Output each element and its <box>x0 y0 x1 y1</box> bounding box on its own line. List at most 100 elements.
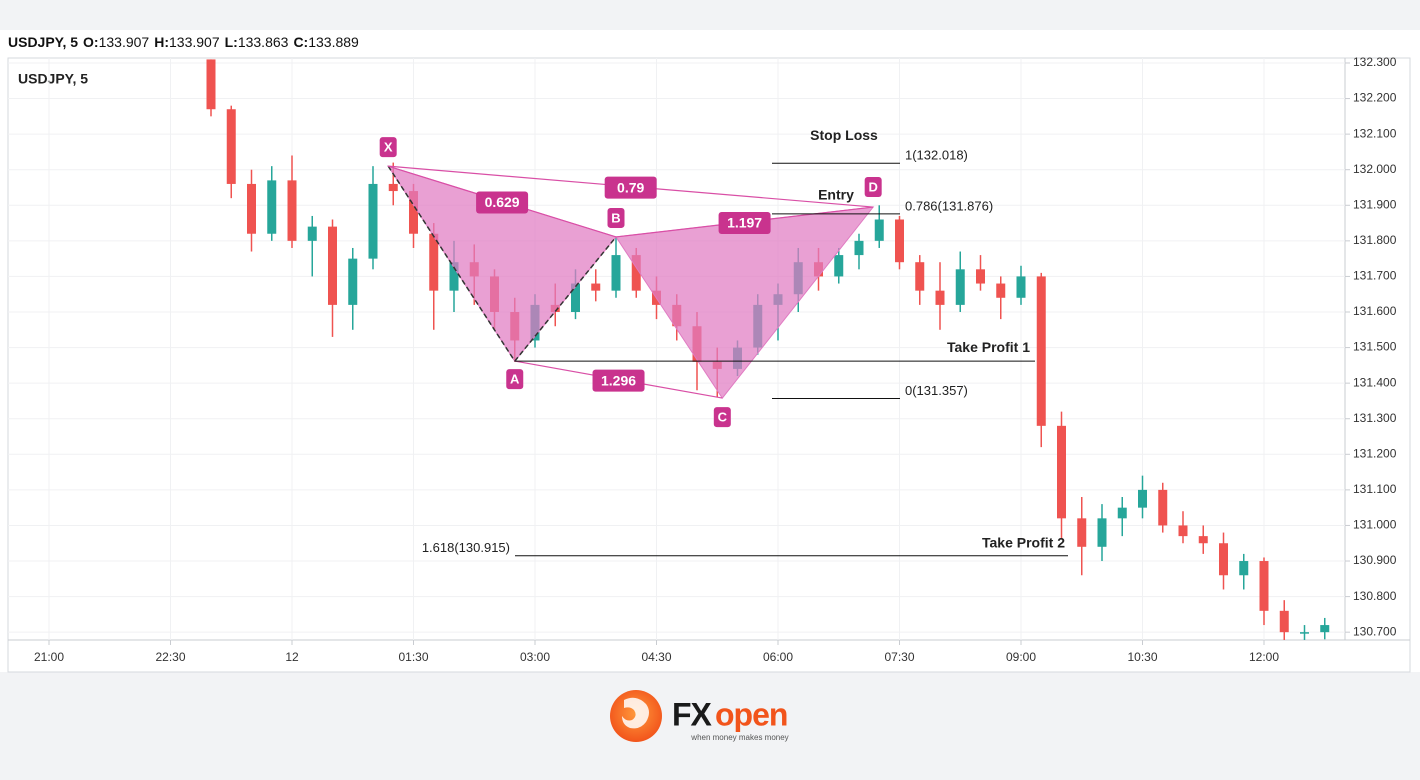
point-label: D <box>868 179 877 194</box>
y-tick-label: 131.000 <box>1353 518 1397 532</box>
ohlc-value: 133.889 <box>308 34 359 50</box>
y-tick-label: 131.700 <box>1353 269 1397 283</box>
chart-border <box>7 57 1411 673</box>
ohlc-label: C: <box>293 34 308 50</box>
y-tick-label: 131.500 <box>1353 340 1397 354</box>
ratio-label: 0.629 <box>485 194 520 210</box>
annotation: Take Profit 1 <box>947 339 1030 355</box>
fib-label: 1.618(130.915) <box>422 540 510 555</box>
y-tick-label: 132.100 <box>1353 126 1397 140</box>
y-tick-label: 130.900 <box>1353 553 1397 567</box>
candle-body <box>1219 543 1228 576</box>
point-label-box <box>379 137 397 158</box>
x-tick-label: 12:00 <box>1249 650 1279 664</box>
footer: FX open when money makes money <box>610 690 789 742</box>
ohlc-label: L: <box>225 34 238 50</box>
ratio-label-box <box>592 369 645 392</box>
brand-open: open <box>715 696 787 732</box>
ohlc-label: O: <box>83 34 99 50</box>
ratio-label-box <box>718 211 771 234</box>
x-tick-label: 03:00 <box>520 650 550 664</box>
candle-body <box>1016 276 1026 298</box>
y-tick-label: 131.600 <box>1353 304 1397 318</box>
fib-label: 0(131.357) <box>905 383 968 398</box>
ratio-label: 1.197 <box>727 215 762 231</box>
y-tick-label: 131.300 <box>1353 411 1397 425</box>
candle-body <box>834 255 844 277</box>
point-label-box <box>713 407 731 428</box>
candle-body <box>1057 425 1066 519</box>
fib-label: 1(132.018) <box>905 148 968 163</box>
candle-body <box>935 290 945 305</box>
ratio-label-box <box>476 191 529 214</box>
candle-body <box>955 269 965 305</box>
candle-body <box>247 183 256 234</box>
legend-label: USDJPY, 5 <box>18 71 88 87</box>
point-label-box <box>864 177 882 198</box>
candle-body <box>1300 632 1309 634</box>
candle-body <box>1259 561 1269 611</box>
candle-body <box>449 262 459 291</box>
y-tick-label: 131.100 <box>1353 482 1397 496</box>
candle-body <box>874 219 884 241</box>
candle-body <box>206 59 216 110</box>
point-label-box <box>506 369 524 390</box>
ratio-label: 1.296 <box>601 372 636 388</box>
candle-body <box>368 183 378 259</box>
candle-body <box>631 255 641 291</box>
symbol: USDJPY, 5 <box>8 34 78 50</box>
candle-body <box>1239 561 1249 576</box>
fib-label: 0.786(131.876) <box>905 198 993 213</box>
candle-body <box>1077 518 1087 547</box>
x-tick-label: 07:30 <box>884 650 914 664</box>
candle-body <box>267 180 277 234</box>
point-label: X <box>384 140 393 155</box>
header: USDJPY, 5 O:133.907 H:133.907 L:133.863 C:13… <box>8 34 359 50</box>
y-tick-label: 131.800 <box>1353 233 1397 247</box>
candle-body <box>591 283 601 291</box>
y-tick-label: 130.700 <box>1353 624 1397 638</box>
brand-fx: FX <box>672 696 713 732</box>
candle-body <box>307 226 317 241</box>
grid: 130.700 130.800 130.900 131.000 131.100 131.2… <box>8 55 1397 664</box>
y-tick-label: 132.300 <box>1353 55 1397 69</box>
candle-body <box>1320 625 1330 633</box>
y-tick-label: 132.000 <box>1353 162 1397 176</box>
candle-body <box>1097 518 1107 547</box>
x-tick-label: 21:00 <box>34 650 64 664</box>
x-tick-label: 09:00 <box>1006 650 1036 664</box>
candle-body <box>1279 610 1289 633</box>
x-tick-label: 10:30 <box>1127 650 1157 664</box>
annotation: Stop Loss <box>810 127 878 143</box>
candle-body <box>409 191 418 234</box>
point-label: B <box>611 210 620 225</box>
ab-leg <box>514 236 617 362</box>
candle-body <box>328 226 337 305</box>
candle-body <box>1158 489 1168 526</box>
candle-body <box>388 183 398 192</box>
annotation: Entry <box>818 187 854 203</box>
x-tick-label: 06:00 <box>763 650 793 664</box>
x-tick-label: 12 <box>285 650 299 664</box>
candle-body <box>1198 536 1208 544</box>
candle-body <box>996 283 1006 298</box>
labels: X A B C D 0.629 0.79 1.197 1.296 1(132.018) 0.786(… <box>379 127 1068 557</box>
xa-leg <box>387 165 516 362</box>
ratio-label: 0.79 <box>617 179 644 195</box>
tagline: when money makes money <box>690 733 788 742</box>
x-tick-label: 01:30 <box>398 650 428 664</box>
y-tick-label: 131.200 <box>1353 446 1397 460</box>
candle-body <box>429 233 439 291</box>
candle-body <box>571 283 580 313</box>
x-tick-label: 04:30 <box>641 650 671 664</box>
candle-body <box>854 240 864 256</box>
candle-body <box>611 255 621 291</box>
y-tick-label: 132.200 <box>1353 91 1397 105</box>
candle-body <box>1036 276 1046 426</box>
candle-body <box>1138 489 1147 508</box>
point-label: C <box>718 410 728 425</box>
candle-body <box>1178 525 1188 537</box>
ratio-label-box <box>604 176 657 199</box>
ohlc-label: H: <box>154 34 169 50</box>
